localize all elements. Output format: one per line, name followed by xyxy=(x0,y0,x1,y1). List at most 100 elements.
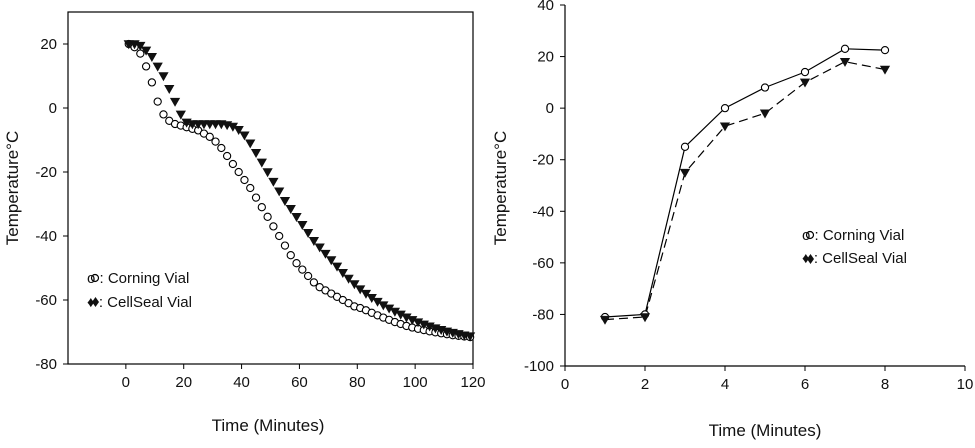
chart-1-ytick-label-4: -60 xyxy=(35,292,57,309)
chart-1-legend-circle-marker xyxy=(90,273,100,283)
chart-2-legend-diamond-marker xyxy=(807,254,814,264)
chart-1-xtick-label-2: 40 xyxy=(233,374,250,391)
chart-2-legend-cellseal: ♦ : CellSeal Vial xyxy=(802,250,907,267)
chart-1-point-1-40 xyxy=(355,285,366,295)
chart-2-point-1-4 xyxy=(759,109,771,119)
chart-1-point-0-4 xyxy=(147,78,157,87)
chart-2-xtick-label-3: 6 xyxy=(801,376,809,393)
chart-1-legend-corning: o : Corning Vial xyxy=(87,270,189,287)
chart-1-point-0-6 xyxy=(159,110,168,119)
chart-2-point-0-7 xyxy=(880,45,890,55)
chart-1-point-1-23 xyxy=(256,158,267,168)
chart-1-point-0-3 xyxy=(141,62,151,71)
chart-1: 0 20 40 60 80 100 120 20 0 -20 -40 -60 -80 Time (Mi… xyxy=(3,11,486,435)
chart-1-point-1-39 xyxy=(349,280,360,290)
chart-2-point-0-4 xyxy=(760,83,770,92)
chart-2-ytick-label-4: -40 xyxy=(532,203,554,220)
chart-1-point-1-2 xyxy=(135,41,146,51)
chart-1-x-ticks: 0 20 40 60 80 100 120 xyxy=(122,364,486,391)
chart-1-y-ticks: 20 0 -20 -40 -60 -80 xyxy=(35,36,68,373)
chart-1-xtick-label-5: 100 xyxy=(403,374,428,391)
chart-2-point-1-1 xyxy=(639,313,651,323)
chart-1-legend-diamond-marker xyxy=(92,297,99,307)
chart-2-point-1-2 xyxy=(679,168,691,178)
chart-1-point-0-28 xyxy=(286,251,295,260)
chart-1-point-1-34 xyxy=(320,249,331,259)
chart-1-point-1-6 xyxy=(158,72,169,82)
chart-1-point-1-19 xyxy=(233,126,244,135)
chart-1-plot-frame xyxy=(67,11,474,365)
chart-1-point-1-3 xyxy=(140,46,152,56)
chart-1-xtick-label-4: 80 xyxy=(349,374,366,391)
chart-1-ytick-label-1: 0 xyxy=(49,100,57,117)
chart-1-point-1-21 xyxy=(245,139,256,149)
chart-2-x-axis-label: Time (Minutes) xyxy=(709,421,822,440)
chart-2-y-ticks: 40 20 0 -20 -40 -60 -80 -100 xyxy=(524,0,565,375)
chart-2-x-ticks: 0 2 4 6 8 10 xyxy=(561,366,974,393)
chart-2: 0 2 4 6 8 10 40 20 0 -20 -40 -60 -80 -100 Time (Minu… xyxy=(491,0,973,440)
chart-1-point-1-9 xyxy=(175,110,186,120)
chart-2-point-1-0 xyxy=(599,315,611,325)
chart-2-ytick-label-1: 20 xyxy=(537,49,554,66)
chart-2-point-1-5 xyxy=(799,78,811,88)
chart-1-series-cellseal xyxy=(123,40,476,342)
chart-1-point-1-36 xyxy=(331,262,343,272)
chart-1-point-1-5 xyxy=(152,62,163,72)
chart-2-line-corning xyxy=(604,48,886,318)
chart-1-point-1-59 xyxy=(464,332,476,342)
chart-1-point-1-8 xyxy=(169,97,181,107)
chart-2-ytick-label-7: -100 xyxy=(524,358,554,375)
chart-1-point-1-29 xyxy=(291,213,302,223)
chart-1-legend-cellseal: ♦ : CellSeal Vial xyxy=(87,294,192,311)
chart-1-point-1-4 xyxy=(146,53,158,63)
chart-2-line-cellseal xyxy=(604,61,886,321)
chart-2-ytick-label-0: 40 xyxy=(537,0,554,14)
chart-1-point-1-27 xyxy=(279,197,291,207)
chart-1-ytick-label-5: -80 xyxy=(35,356,57,373)
chart-1-point-0-16 xyxy=(217,143,226,153)
chart-2-point-0-6 xyxy=(840,44,850,53)
chart-1-point-0-2 xyxy=(136,49,145,58)
chart-1-series-corning xyxy=(124,39,475,342)
chart-1-y-axis-label: Temperature°C xyxy=(3,131,22,246)
chart-1-point-0-30 xyxy=(298,265,307,274)
chart-1-point-1-26 xyxy=(274,187,285,197)
chart-2-point-1-6 xyxy=(839,57,851,67)
chart-1-point-0-20 xyxy=(240,175,249,185)
chart-1-point-0-17 xyxy=(222,151,232,161)
chart-1-point-1-22 xyxy=(250,149,262,159)
chart-2-xtick-label-0: 0 xyxy=(561,376,569,393)
chart-1-ytick-label-0: 20 xyxy=(40,36,57,53)
chart-1-point-1-37 xyxy=(337,269,348,279)
chart-1-ytick-label-3: -40 xyxy=(35,228,57,245)
chart-2-y-axis-label: Temperature°C xyxy=(491,131,510,246)
chart-1-point-1-38 xyxy=(343,274,354,284)
chart-1-xtick-label-3: 60 xyxy=(291,374,308,391)
chart-2-xtick-label-2: 4 xyxy=(721,376,729,393)
chart-1-point-1-35 xyxy=(326,256,337,266)
chart-2-series-corning xyxy=(600,44,890,322)
chart-2-xtick-label-4: 8 xyxy=(881,376,889,393)
chart-1-point-0-25 xyxy=(269,222,278,231)
chart-1-point-0-18 xyxy=(228,159,238,169)
chart-1-xtick-label-6: 120 xyxy=(460,374,485,391)
chart-1-point-1-30 xyxy=(297,221,308,231)
chart-1-point-1-25 xyxy=(268,177,279,187)
chart-1-point-0-29 xyxy=(292,259,301,268)
chart-1-point-1-20 xyxy=(239,131,250,141)
chart-1-point-0-24 xyxy=(263,212,272,221)
chart-1-point-0-26 xyxy=(275,231,284,241)
chart-1-point-0-31 xyxy=(303,271,313,281)
chart-2-ytick-label-3: -20 xyxy=(532,152,554,169)
chart-2-xtick-label-1: 2 xyxy=(641,376,649,393)
chart-1-point-0-14 xyxy=(205,132,214,141)
chart-2-legend-corning: o : Corning Vial xyxy=(802,227,904,244)
chart-2-point-1-7 xyxy=(879,65,891,75)
chart-2-xtick-label-5: 10 xyxy=(957,376,974,393)
chart-2-point-0-2 xyxy=(680,142,690,151)
chart-1-point-0-5 xyxy=(153,97,162,106)
chart-1-point-0-27 xyxy=(280,241,290,250)
chart-1-point-0-21 xyxy=(246,183,255,193)
chart-2-legend-circle-marker xyxy=(805,230,815,240)
